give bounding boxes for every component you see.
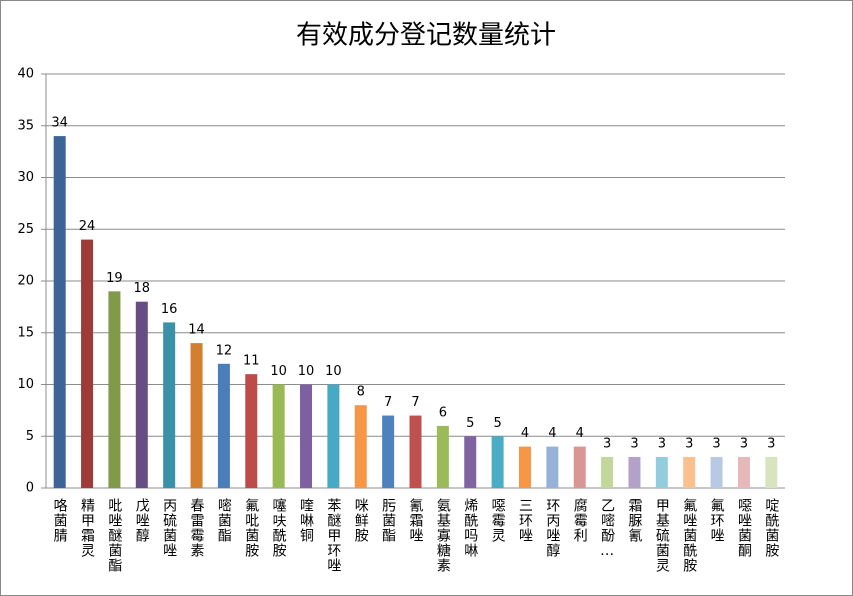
bar [108,291,121,488]
y-tick-label: 20 [17,274,34,289]
data-label: 6 [439,405,447,420]
x-tick-label: 噁唑菌酮 [736,498,752,558]
data-label: 5 [493,416,501,431]
data-label: 3 [603,436,611,451]
x-tick-label: 乙嘧酚… [599,498,615,560]
bar [163,322,176,488]
y-tick-label: 10 [17,377,34,392]
data-label: 3 [712,436,720,451]
x-tick-label: 氟吡菌胺 [243,498,259,558]
bar [382,415,395,488]
x-tick-label: 啶酰菌胺 [763,498,779,558]
y-tick-label: 35 [17,118,34,133]
bar [217,363,230,488]
data-label: 4 [548,426,556,441]
x-tick-label: 丙硫菌唑 [161,498,177,558]
data-label: 10 [325,364,342,379]
data-label: 19 [106,271,123,286]
bar [135,301,148,488]
y-tick-label: 25 [17,222,34,237]
x-tick-label: 噁霉灵 [490,498,506,543]
bar [710,456,723,488]
bar [190,343,203,488]
bar [765,456,778,488]
bar [245,374,258,488]
bar [464,436,477,488]
x-tick-label: 喹啉铜 [298,498,314,543]
bar [436,425,449,488]
x-tick-label: 环丙唑醇 [544,498,560,558]
data-label: 3 [740,436,748,451]
x-tick-label: 戊唑醇 [134,498,150,543]
bar [53,136,66,488]
bar [272,384,285,488]
bar [546,446,559,488]
data-label: 18 [134,281,151,296]
bar [327,384,340,488]
bar [573,446,586,488]
bar [601,456,614,488]
data-label: 34 [51,116,68,131]
data-label: 12 [216,343,233,358]
data-label: 3 [630,436,638,451]
data-label: 16 [161,302,178,317]
y-tick-label: 30 [17,170,34,185]
y-tick-label: 0 [26,481,34,496]
x-tick-label: 苯醚甲环唑 [325,497,341,573]
x-tick-label: 肟菌酯 [380,498,396,543]
data-label: 10 [298,364,315,379]
data-label: 8 [357,385,365,400]
data-label: 5 [466,416,474,431]
data-label: 24 [79,219,96,234]
bar [737,456,750,488]
y-tick-label: 40 [17,67,34,82]
x-tick-label: 氰霜唑 [408,498,424,543]
chart-title: 有效成分登记数量统计 [296,21,556,51]
bar [655,456,668,488]
x-tick-label: 腐霉利 [572,497,588,543]
x-tick-label: 咯菌腈 [52,498,68,543]
x-tick-label: 精甲霜灵 [79,498,95,558]
data-label: 10 [270,364,287,379]
data-label: 7 [411,395,419,410]
bar [354,405,367,488]
data-label: 3 [767,436,775,451]
x-tick-label: 烯酰吗啉 [462,498,478,558]
data-label: 14 [188,323,205,338]
data-label: 3 [685,436,693,451]
data-label: 7 [384,395,392,410]
bar [409,415,422,488]
bar [628,456,641,488]
x-tick-label: 氟唑菌酰胺 [681,498,697,573]
data-label: 3 [658,436,666,451]
x-tick-label: 吡唑醚菌酯 [106,498,122,573]
x-tick-label: 三环唑 [517,498,533,543]
x-tick-label: 春雷霉素 [189,498,205,558]
bar [81,239,94,488]
bar [518,446,531,488]
bar [491,436,504,488]
x-tick-label: 氟环唑 [709,498,725,543]
x-tick-label: 咪鲜胺 [353,498,369,543]
x-tick-label: 甲基硫菌灵 [654,498,670,573]
data-label: 11 [243,354,260,369]
y-tick-label: 5 [26,429,34,444]
data-label: 4 [576,426,584,441]
bar [683,456,696,488]
x-tick-label: 噻呋酰胺 [271,497,287,558]
data-label: 4 [521,426,529,441]
x-tick-label: 霜脲氰 [626,498,642,543]
x-tick-label: 氨基寡糖素 [435,498,451,573]
bar [300,384,313,488]
x-tick-label: 嘧菌酯 [216,497,232,543]
y-tick-label: 15 [17,325,34,340]
